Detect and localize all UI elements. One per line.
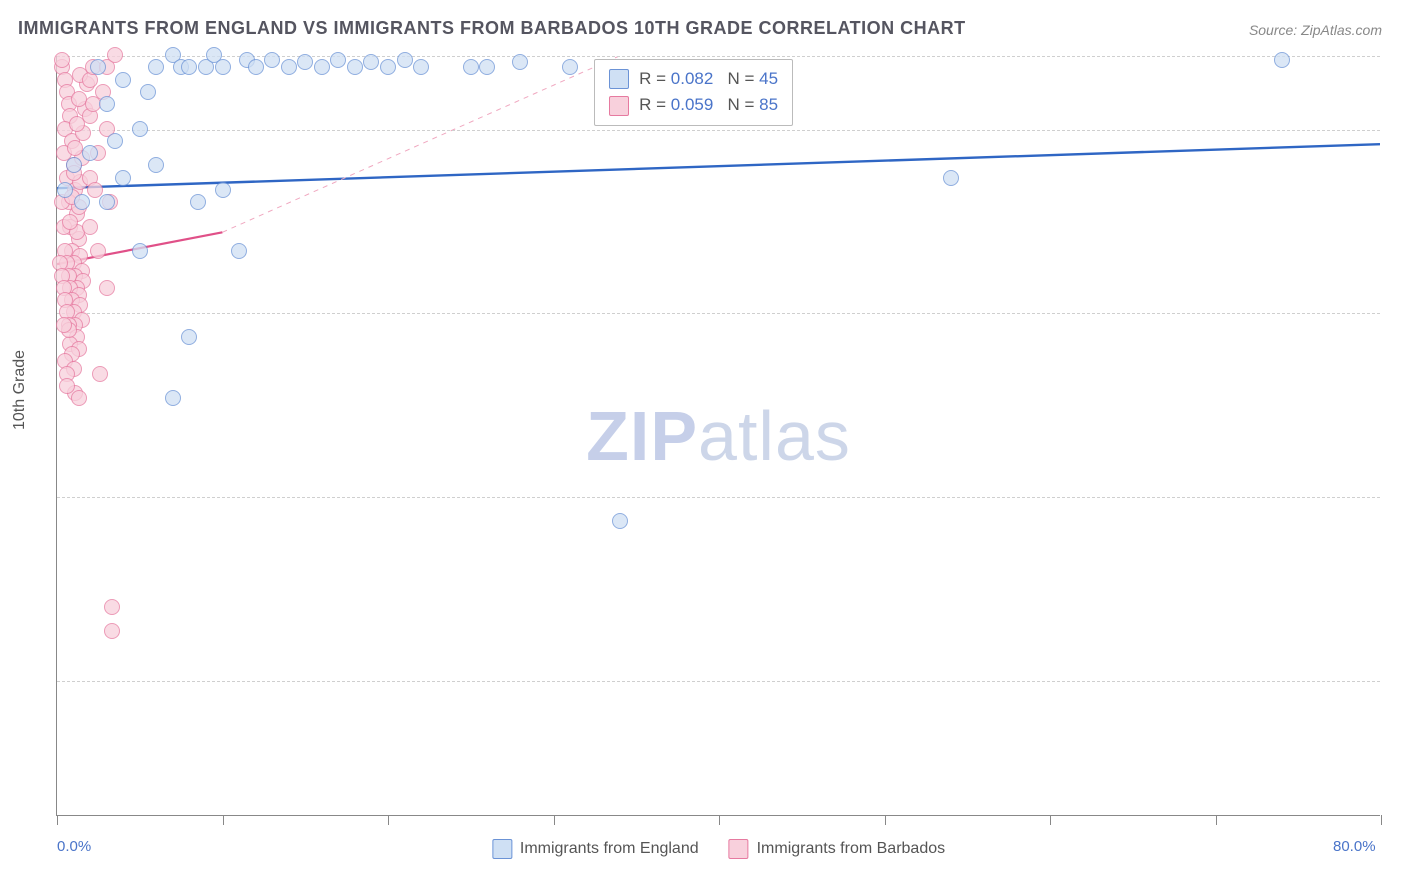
data-point (82, 145, 98, 161)
gridline-h (57, 130, 1380, 131)
series-legend-label: Immigrants from England (520, 840, 699, 858)
data-point (74, 194, 90, 210)
data-point (281, 59, 297, 75)
data-point (347, 59, 363, 75)
series-legend-item: Immigrants from England (492, 839, 699, 859)
data-point (132, 243, 148, 259)
data-point (99, 194, 115, 210)
correlation-legend-row: R = 0.082 N = 45 (609, 66, 778, 92)
data-point (71, 91, 87, 107)
x-tick-label: 0.0% (57, 838, 91, 855)
data-point (231, 243, 247, 259)
y-tick-label: 77.5% (1388, 673, 1406, 690)
data-point (330, 52, 346, 68)
data-point (92, 366, 108, 382)
data-point (115, 170, 131, 186)
data-point (148, 157, 164, 173)
x-tick (388, 815, 389, 825)
data-point (943, 170, 959, 186)
data-point (71, 390, 87, 406)
data-point (463, 59, 479, 75)
data-point (181, 59, 197, 75)
data-point (181, 329, 197, 345)
data-point (314, 59, 330, 75)
data-point (90, 243, 106, 259)
data-point (54, 52, 70, 68)
data-point (104, 599, 120, 615)
data-point (59, 378, 75, 394)
x-tick (223, 815, 224, 825)
data-point (115, 72, 131, 88)
data-point (165, 390, 181, 406)
data-point (380, 59, 396, 75)
trend-lines-layer (57, 56, 1380, 815)
legend-swatch (609, 69, 629, 89)
gridline-h (57, 681, 1380, 682)
gridline-h (57, 56, 1380, 57)
legend-swatch (492, 839, 512, 859)
x-tick (885, 815, 886, 825)
series-legend: Immigrants from England Immigrants from B… (492, 839, 945, 859)
series-legend-label: Immigrants from Barbados (757, 840, 946, 858)
data-point (1274, 52, 1290, 68)
data-point (56, 317, 72, 333)
data-point (413, 59, 429, 75)
x-tick (554, 815, 555, 825)
data-point (215, 182, 231, 198)
data-point (99, 96, 115, 112)
legend-swatch (729, 839, 749, 859)
data-point (397, 52, 413, 68)
watermark: ZIPatlas (586, 396, 851, 476)
data-point (132, 121, 148, 137)
data-point (190, 194, 206, 210)
x-tick (719, 815, 720, 825)
data-point (215, 59, 231, 75)
data-point (479, 59, 495, 75)
data-point (297, 54, 313, 70)
gridline-h (57, 497, 1380, 498)
data-point (66, 157, 82, 173)
data-point (67, 140, 83, 156)
source-label: Source: ZipAtlas.com (1249, 22, 1382, 38)
x-tick-label: 80.0% (1333, 838, 1376, 855)
data-point (62, 214, 78, 230)
legend-swatch (609, 96, 629, 116)
data-point (82, 219, 98, 235)
data-point (148, 59, 164, 75)
chart-title: IMMIGRANTS FROM ENGLAND VS IMMIGRANTS FR… (18, 18, 966, 39)
data-point (107, 133, 123, 149)
data-point (264, 52, 280, 68)
data-point (107, 47, 123, 63)
x-tick (1050, 815, 1051, 825)
x-tick (57, 815, 58, 825)
data-point (248, 59, 264, 75)
data-point (562, 59, 578, 75)
data-point (104, 623, 120, 639)
correlation-legend-row: R = 0.059 N = 85 (609, 92, 778, 118)
chart-plot-area: ZIPatlas 77.5%92.5%0.0%80.0%R = 0.082 N … (56, 56, 1380, 816)
series-legend-item: Immigrants from Barbados (729, 839, 946, 859)
data-point (99, 280, 115, 296)
correlation-legend: R = 0.082 N = 45R = 0.059 N = 85 (594, 59, 793, 126)
y-tick-label: 92.5% (1388, 305, 1406, 322)
data-point (90, 59, 106, 75)
data-point (57, 182, 73, 198)
data-point (363, 54, 379, 70)
x-tick (1216, 815, 1217, 825)
y-axis-label: 10th Grade (11, 350, 29, 430)
data-point (140, 84, 156, 100)
x-tick (1381, 815, 1382, 825)
gridline-h (57, 313, 1380, 314)
data-point (612, 513, 628, 529)
data-point (512, 54, 528, 70)
